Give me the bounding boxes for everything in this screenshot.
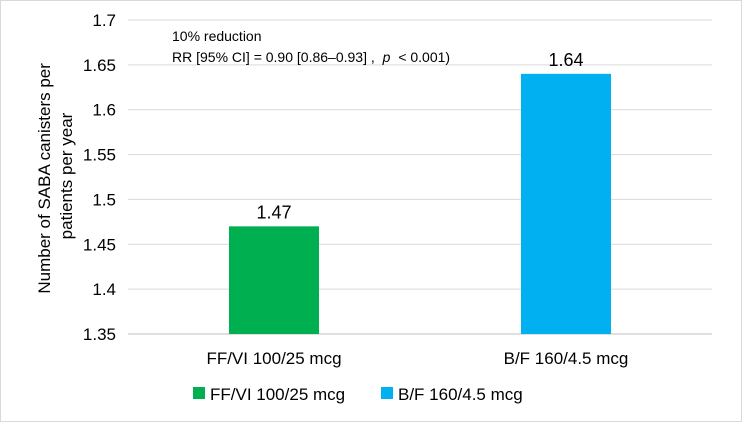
legend-swatch-ffvi	[193, 387, 205, 399]
data-label: 1.47	[256, 202, 291, 222]
y-tick-label: 1.6	[92, 101, 116, 120]
annotation-p-value: < 0.001)	[398, 49, 450, 65]
data-labels: 1.47 1.64	[256, 50, 583, 223]
x-tick-label: B/F 160/4.5 mcg	[504, 349, 629, 368]
y-tick-label: 1.5	[92, 190, 116, 209]
annotation-ci-text: RR [95% CI] = 0.90 [0.86–0.93] ,	[172, 49, 375, 65]
y-tick-label: 1.55	[83, 146, 116, 165]
y-axis-label-line-2: patients per year	[57, 112, 76, 239]
legend: FF/VI 100/25 mcg B/F 160/4.5 mcg	[193, 385, 523, 404]
legend-swatch-bf	[381, 387, 393, 399]
y-axis-label: Number of SABA canisters per patients pe…	[35, 58, 76, 293]
y-tick-label: 1.35	[83, 325, 116, 344]
legend-label-bf: B/F 160/4.5 mcg	[398, 385, 523, 404]
y-axis-ticks: 1.35 1.4 1.45 1.5 1.55 1.6 1.65 1.7	[83, 11, 116, 344]
x-axis-ticks: FF/VI 100/25 mcg B/F 160/4.5 mcg	[206, 349, 628, 368]
y-tick-label: 1.65	[83, 56, 116, 75]
y-tick-label: 1.45	[83, 235, 116, 254]
gridlines	[128, 19, 712, 335]
y-axis-label-line-1: Number of SABA canisters per	[35, 63, 54, 294]
bars	[229, 73, 611, 334]
y-tick-label: 1.4	[92, 280, 116, 299]
data-label: 1.64	[548, 50, 583, 70]
bar	[229, 226, 319, 334]
legend-label-ffvi: FF/VI 100/25 mcg	[210, 385, 345, 404]
bar	[521, 73, 611, 334]
annotation-p-symbol: p	[382, 49, 391, 65]
annotation-line-1: 10% reduction	[172, 28, 262, 44]
x-tick-label: FF/VI 100/25 mcg	[206, 349, 341, 368]
annotation-line-2: RR [95% CI] = 0.90 [0.86–0.93] , p < 0.0…	[172, 49, 450, 65]
y-tick-label: 1.7	[92, 11, 116, 30]
